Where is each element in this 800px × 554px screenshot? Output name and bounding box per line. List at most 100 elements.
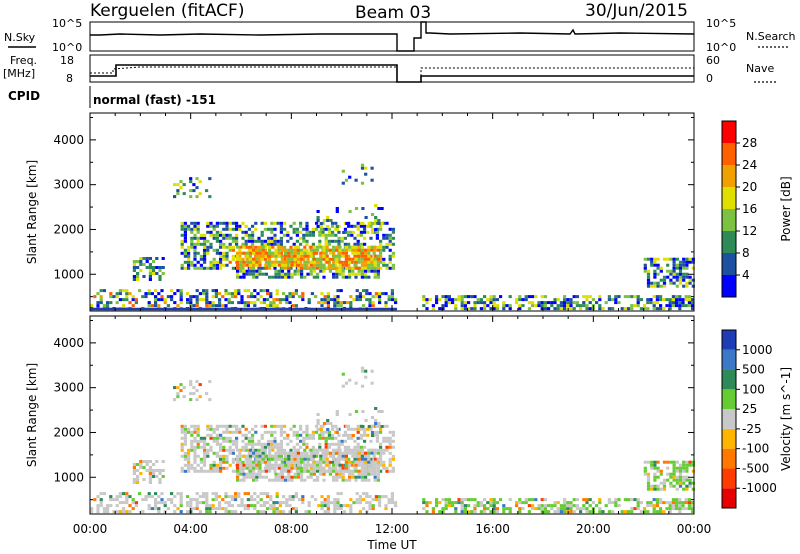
echo-cell — [335, 475, 339, 479]
freq-panel: Freq. [MHz] 18 8 60 0 Nave — [3, 54, 776, 85]
echo-cell — [569, 301, 573, 305]
echo-cell — [524, 498, 528, 502]
echo-cell — [344, 448, 348, 452]
echo-cell — [457, 501, 461, 505]
echo-cell — [672, 469, 676, 473]
echo-cell — [260, 442, 264, 446]
echo-cell — [299, 439, 303, 443]
echo-cell — [193, 254, 197, 258]
echo-cell — [287, 478, 291, 482]
echo-cell — [203, 436, 207, 440]
echo-cell — [280, 248, 284, 252]
echo-cell — [572, 301, 576, 305]
echo-cell — [357, 451, 361, 455]
echo-cell — [483, 301, 487, 305]
echo-cell — [359, 233, 363, 237]
echo-cell — [444, 301, 448, 305]
echo-cell — [325, 254, 329, 258]
colorbar-swatch — [722, 389, 736, 410]
echo-cell — [189, 295, 193, 299]
echo-cell — [575, 295, 579, 299]
echo-cell — [316, 460, 320, 464]
echo-cell — [553, 501, 557, 505]
echo-cell — [300, 248, 304, 252]
echo-cell — [348, 245, 352, 249]
echo-cell — [300, 269, 304, 273]
echo-cell — [189, 189, 193, 193]
echo-cell — [209, 469, 213, 473]
echo-cell — [251, 230, 255, 234]
echo-cell — [152, 266, 156, 269]
echo-cell — [381, 495, 385, 499]
echo-cell — [370, 266, 374, 270]
echo-cell — [316, 219, 320, 222]
echo-cell — [473, 498, 477, 502]
echo-cell — [176, 183, 180, 187]
echo-cell — [643, 469, 647, 473]
echo-cell — [672, 257, 676, 261]
echo-cell — [136, 469, 140, 472]
echo-cell — [286, 442, 290, 446]
echo-cell — [646, 281, 651, 285]
echo-cell — [303, 254, 307, 258]
echo-cell — [518, 307, 522, 311]
echo-cell — [324, 439, 328, 443]
echo-cell — [333, 504, 337, 508]
echo-cell — [306, 463, 310, 467]
echo-cell — [222, 457, 226, 461]
echo-cell — [187, 224, 191, 228]
echo-cell — [248, 266, 252, 270]
echo-cell — [360, 475, 364, 479]
echo-cell — [376, 254, 380, 258]
echo-cell — [636, 498, 640, 502]
echo-cell — [263, 254, 267, 258]
echo-cell — [136, 266, 140, 269]
echo-cell — [183, 266, 187, 270]
echo-cell — [633, 295, 637, 299]
echo-cell — [359, 230, 363, 234]
echo-cell — [636, 501, 640, 505]
echo-cell — [486, 507, 490, 511]
echo-cell — [370, 381, 374, 385]
echo-cell — [540, 507, 544, 511]
echo-cell — [376, 263, 380, 267]
echo-cell — [678, 272, 683, 276]
echo-cell — [356, 424, 360, 428]
echo-cell — [318, 445, 322, 449]
echo-cell — [215, 469, 219, 473]
echo-cell — [277, 248, 281, 252]
echo-cell — [607, 295, 611, 299]
echo-cell — [237, 301, 241, 305]
echo-cell — [239, 478, 243, 482]
echo-cell — [299, 463, 303, 467]
echo-cell — [96, 507, 100, 511]
echo-cell — [268, 254, 272, 258]
echo-cell — [309, 457, 313, 461]
echo-cell — [332, 245, 336, 249]
echo-cell — [312, 251, 316, 255]
nsky-label: N.Sky — [4, 31, 36, 44]
echo-cell — [304, 510, 308, 514]
echo-cell — [272, 510, 276, 514]
echo-cell — [425, 307, 429, 311]
echo-cell — [234, 498, 238, 502]
echo-cell — [385, 221, 389, 225]
echo-cell — [659, 307, 663, 311]
echo-cell — [256, 510, 260, 514]
echo-cell — [212, 263, 216, 267]
echo-cell — [267, 236, 271, 240]
echo-cell — [225, 224, 229, 228]
echo-cell — [340, 469, 344, 473]
echo-cell — [316, 260, 320, 264]
echo-cell — [682, 460, 686, 464]
echo-cell — [360, 166, 365, 170]
echo-cell — [279, 442, 283, 446]
colorbar-swatch — [722, 253, 736, 275]
y-axis-label: Slant Range [km] — [25, 363, 39, 467]
echo-cell — [211, 504, 215, 508]
echo-cell — [463, 304, 467, 308]
echo-cell — [263, 245, 267, 249]
echo-cell — [248, 472, 252, 476]
echo-cell — [639, 510, 643, 514]
echo-cell — [316, 210, 320, 213]
